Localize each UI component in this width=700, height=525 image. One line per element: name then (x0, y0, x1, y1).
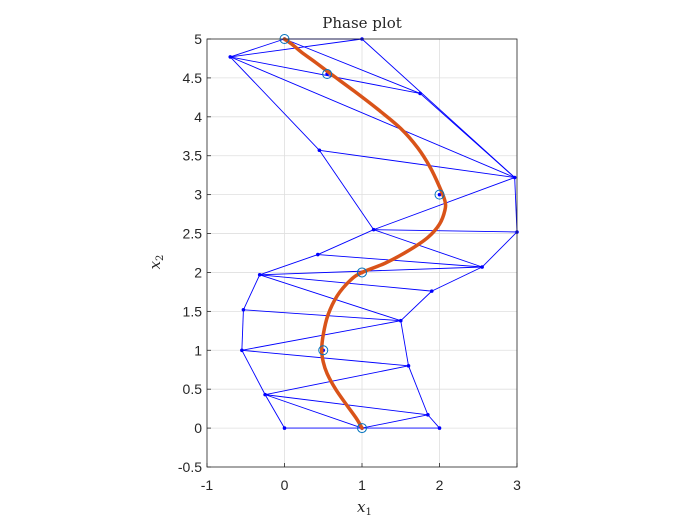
mesh-edge (319, 150, 374, 230)
x-tick-label: 3 (513, 477, 521, 493)
mesh-edge (264, 394, 363, 429)
y-axis-label: x2 (146, 255, 166, 270)
y-tick-label: 4 (194, 109, 202, 125)
x-tick-label: 2 (436, 477, 444, 493)
mesh-edge (373, 229, 483, 268)
y-tick-label: 0 (194, 420, 202, 436)
mesh-node (257, 272, 262, 277)
mesh-edge (431, 266, 483, 292)
mesh-edge (229, 56, 320, 151)
mesh-node (426, 413, 430, 417)
x-tick-label: 0 (281, 477, 289, 493)
mesh-node (480, 265, 484, 269)
mesh-node (418, 91, 422, 96)
mesh-edge (259, 266, 483, 276)
y-tick-label: 2.5 (183, 226, 203, 242)
mesh-node (241, 308, 246, 312)
collocation-marker (318, 345, 329, 356)
mesh-edge (241, 350, 266, 395)
y-tick-label: 1.5 (183, 303, 203, 319)
mesh-edge (481, 231, 518, 268)
mesh-node (228, 55, 233, 59)
mesh-node (398, 318, 403, 323)
mesh-edge (319, 149, 515, 178)
x-axis-label-base: x (357, 498, 366, 516)
y-tick-label: 4.5 (183, 70, 203, 86)
mesh-edge (317, 254, 483, 268)
x-axis-label-sub: 1 (365, 507, 371, 518)
collocation-marker (434, 189, 445, 200)
trajectory-line (282, 37, 448, 430)
x-tick-label: 1 (358, 477, 366, 493)
mesh-edge (427, 414, 440, 429)
y-axis-label-sub: 2 (155, 255, 166, 261)
axis-ticks: -1 0 1 2 3 -0.5 0 0.5 1 1.5 2 2.5 3 3.5 4 4.5 5 (178, 31, 521, 493)
mesh-edge (265, 365, 409, 396)
mesh-edge (361, 38, 515, 178)
trajectory-series (282, 37, 448, 430)
mesh-edge (317, 229, 374, 255)
mesh-node (263, 392, 267, 397)
y-tick-label: 3.5 (183, 148, 203, 164)
collocation-marker (357, 423, 367, 434)
mesh-edge (230, 56, 421, 94)
collocation-marker (322, 69, 333, 80)
y-tick-label: 3 (194, 187, 202, 203)
x-axis-label: x1 (357, 498, 372, 518)
mesh-node (437, 426, 442, 430)
mesh-edge (400, 290, 433, 322)
mesh-edge (243, 309, 401, 322)
y-tick-label: -0.5 (178, 459, 202, 475)
x-tick-label: -1 (201, 477, 214, 493)
y-tick-label: 2 (194, 264, 202, 280)
mesh-edge (400, 320, 409, 366)
mesh-edge (408, 365, 429, 416)
mesh-node (371, 227, 376, 232)
mesh-series (228, 37, 519, 430)
mesh-edge (361, 414, 428, 429)
mesh-edge (284, 38, 421, 94)
mesh-node (316, 252, 320, 257)
y-tick-label: 1 (194, 342, 202, 358)
mesh-node (406, 364, 411, 368)
y-tick-label: 0.5 (183, 381, 203, 397)
mesh-edge (230, 56, 515, 178)
mesh-edge (241, 320, 401, 351)
mesh-node (512, 175, 517, 180)
chart-title: Phase plot (322, 14, 402, 32)
mesh-edge (241, 349, 409, 367)
mesh-node (429, 289, 434, 293)
mesh-edge (259, 274, 401, 322)
mesh-edge (230, 38, 285, 58)
mesh-edge (373, 229, 518, 233)
mesh-edge (241, 309, 244, 351)
y-tick-label: 5 (194, 31, 202, 47)
mesh-node (282, 426, 287, 430)
mesh-node (317, 148, 322, 153)
mesh-edge (243, 274, 261, 310)
collocation-marker (357, 267, 367, 278)
y-axis-label-base: x (146, 260, 164, 269)
mesh-node (437, 192, 442, 197)
mesh-edge (259, 254, 318, 276)
mesh-edge (264, 394, 285, 429)
mesh-node (240, 348, 244, 353)
